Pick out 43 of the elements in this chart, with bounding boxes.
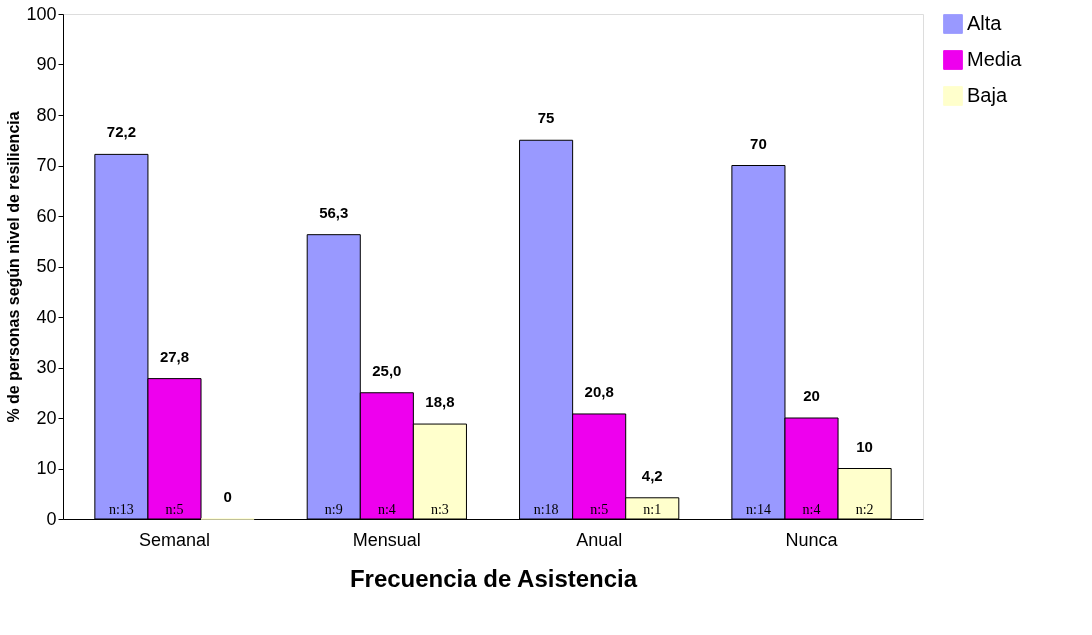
data-label: 25,0 xyxy=(372,361,402,379)
annotation: n:2 xyxy=(855,502,874,517)
y-tick-label: 0 xyxy=(46,508,57,529)
y-tick-label: 50 xyxy=(36,256,57,276)
data-label: 56,3 xyxy=(319,203,349,221)
annotation: n:4 xyxy=(377,502,396,517)
data-label: 20,8 xyxy=(584,382,614,400)
annotation: n:5 xyxy=(165,502,184,517)
x-tick-label: Nunca xyxy=(785,529,839,550)
annotation: n:5 xyxy=(590,502,609,517)
data-label: 20 xyxy=(803,387,820,404)
y-tick-label: 90 xyxy=(36,54,57,74)
legend-label: Baja xyxy=(967,84,1008,106)
data-label: 18,8 xyxy=(425,393,455,411)
data-label: 4,2 xyxy=(641,466,663,484)
x-tick-label: Mensual xyxy=(352,529,421,550)
legend-label: Media xyxy=(967,48,1023,70)
annotation: n:1 xyxy=(643,502,662,517)
y-tick-label: 60 xyxy=(36,205,57,226)
y-tick-label: 10 xyxy=(36,458,57,478)
y-tick-label: 100 xyxy=(26,3,57,24)
annotation: n:3 xyxy=(430,502,449,517)
annotation: n:18 xyxy=(533,502,559,517)
y-tick-label: 80 xyxy=(36,104,57,125)
data-label: 27,8 xyxy=(159,347,190,365)
y-tick-label: 40 xyxy=(36,306,57,327)
x-tick-label: Semanal xyxy=(138,529,210,550)
annotation: n:9 xyxy=(324,502,343,517)
y-axis-title: % de personas según nivel de resiliencia xyxy=(5,111,23,423)
annotation: n:13 xyxy=(108,502,134,517)
data-label: 70 xyxy=(750,134,767,152)
legend-label: Alta xyxy=(967,12,1003,34)
y-tick-label: 20 xyxy=(36,407,57,428)
data-label: 0 xyxy=(223,488,232,505)
annotation: n:14 xyxy=(745,502,771,517)
data-label: 10 xyxy=(856,437,873,455)
data-label: 72,2 xyxy=(106,123,136,141)
data-label: 75 xyxy=(537,109,555,127)
y-tick-label: 30 xyxy=(36,357,57,377)
annotation: n:4 xyxy=(802,502,821,517)
x-axis-title: Frecuencia de Asistencia xyxy=(349,564,638,592)
y-tick-label: 70 xyxy=(36,155,57,175)
x-tick-label: Anual xyxy=(576,529,623,550)
